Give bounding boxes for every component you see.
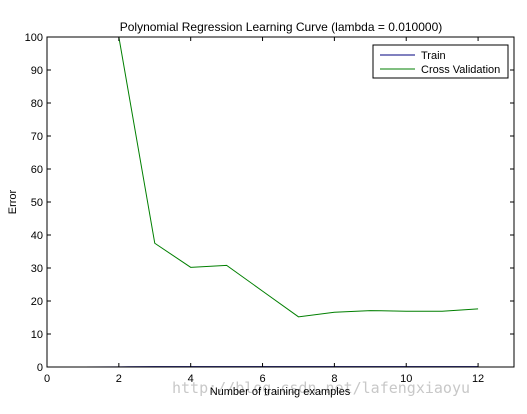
x-tick-label: 12 — [472, 373, 484, 385]
y-tick-label: 10 — [31, 329, 43, 341]
y-tick-label: 90 — [31, 65, 43, 77]
axes-box — [47, 37, 514, 367]
legend: Train Cross Validation — [373, 45, 508, 78]
legend-label: Train — [421, 50, 446, 62]
y-tick-label: 80 — [31, 98, 43, 110]
y-axis-ticks: 0 10 20 30 40 50 60 70 80 90 100 — [25, 32, 514, 374]
y-tick-label: 40 — [31, 230, 43, 242]
y-tick-label: 100 — [25, 32, 43, 44]
y-tick-label: 70 — [31, 131, 43, 143]
y-tick-label: 60 — [31, 164, 43, 176]
y-tick-label: 20 — [31, 296, 43, 308]
y-axis-label: Error — [7, 189, 19, 214]
y-tick-label: 30 — [31, 263, 43, 275]
chart-title: Polynomial Regression Learning Curve (la… — [120, 20, 443, 34]
y-tick-label: 50 — [31, 197, 43, 209]
y-tick-label: 0 — [37, 362, 43, 374]
x-tick-label: 2 — [116, 373, 122, 385]
x-tick-label: 0 — [44, 373, 50, 385]
legend-label: Cross Validation — [421, 64, 500, 76]
x-axis-label: Number of training examples — [210, 386, 351, 398]
